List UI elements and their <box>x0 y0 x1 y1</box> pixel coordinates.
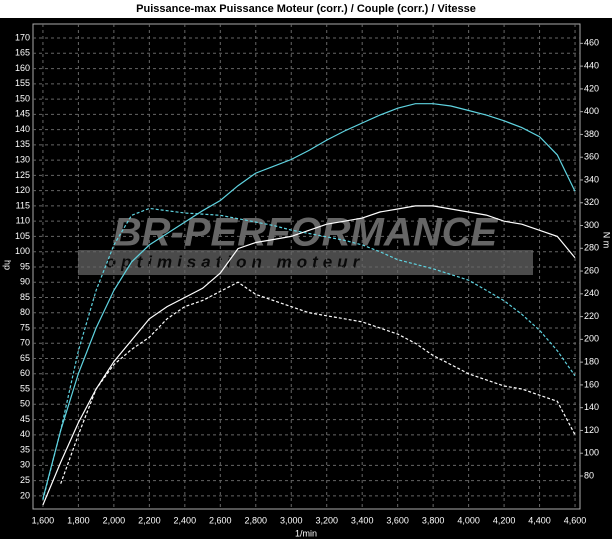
y-tick-label: 135 <box>15 139 30 149</box>
y-axis-label: hp <box>3 260 13 270</box>
x-tick-label: 3,600 <box>386 515 409 525</box>
y-tick-label: 125 <box>15 170 30 180</box>
y-tick-label: 35 <box>20 444 30 454</box>
y-tick-label: 105 <box>15 231 30 241</box>
y-tick-label: 30 <box>20 460 30 470</box>
y-tick-label: 85 <box>20 292 30 302</box>
x-tick-label: 4,000 <box>457 515 480 525</box>
x-tick-label: 3,800 <box>422 515 445 525</box>
y-tick-label: 170 <box>15 32 30 42</box>
y-tick-label: 80 <box>20 307 30 317</box>
x-tick-label: 2,600 <box>209 515 232 525</box>
y2-tick-label: 420 <box>584 83 599 93</box>
x-tick-label: 4,200 <box>493 515 516 525</box>
watermark-band <box>78 250 533 275</box>
y-tick-label: 120 <box>15 185 30 195</box>
y-tick-label: 100 <box>15 246 30 256</box>
x-tick-label: 4,400 <box>528 515 551 525</box>
y-tick-label: 50 <box>20 399 30 409</box>
x-tick-label: 2,200 <box>138 515 161 525</box>
y-tick-label: 155 <box>15 78 30 88</box>
x-tick-label: 1,800 <box>67 515 90 525</box>
x-tick-label: 2,000 <box>103 515 126 525</box>
x-axis-label: 1/min <box>295 528 317 538</box>
series-line <box>42 103 576 499</box>
y2-tick-label: 80 <box>584 470 594 480</box>
watermark: BR-PERFORMANCE optimisation moteur <box>78 211 533 275</box>
x-tick-label: 4,600 <box>564 515 587 525</box>
y2-tick-label: 400 <box>584 106 599 116</box>
y2-tick-label: 320 <box>584 197 599 207</box>
y-tick-label: 130 <box>15 155 30 165</box>
y-tick-label: 45 <box>20 414 30 424</box>
y2-tick-label: 180 <box>584 357 599 367</box>
x-tick-label: 2,800 <box>245 515 268 525</box>
y2-tick-label: 260 <box>584 265 599 275</box>
chart-title: Puissance-max Puissance Moteur (corr.) /… <box>136 3 476 15</box>
y-tick-label: 25 <box>20 475 30 485</box>
x-tick-label: 2,400 <box>174 515 197 525</box>
y-tick-label: 60 <box>20 368 30 378</box>
y2-tick-label: 280 <box>584 243 599 253</box>
y2-axis-label: N m <box>602 232 612 249</box>
series-line <box>42 207 576 501</box>
y2-tick-label: 220 <box>584 311 599 321</box>
x-tick-label: 3,000 <box>280 515 303 525</box>
y2-tick-label: 120 <box>584 425 599 435</box>
y2-tick-label: 340 <box>584 174 599 184</box>
y2-tick-label: 460 <box>584 38 599 48</box>
series-line <box>60 281 576 484</box>
y-tick-label: 90 <box>20 277 30 287</box>
y-tick-label: 40 <box>20 429 30 439</box>
y2-tick-label: 160 <box>584 379 599 389</box>
y2-tick-label: 380 <box>584 129 599 139</box>
y2-tick-label: 440 <box>584 60 599 70</box>
title-bar <box>0 0 612 18</box>
y2-tick-label: 100 <box>584 448 599 458</box>
y-tick-label: 55 <box>20 383 30 393</box>
y2-tick-label: 140 <box>584 402 599 412</box>
y2-tick-label: 360 <box>584 152 599 162</box>
y2-tick-label: 300 <box>584 220 599 230</box>
y-tick-label: 75 <box>20 322 30 332</box>
x-tick-label: 3,200 <box>315 515 338 525</box>
y-tick-label: 115 <box>16 200 30 210</box>
y-tick-label: 110 <box>16 216 30 226</box>
y-tick-label: 165 <box>15 48 30 58</box>
y-tick-label: 150 <box>15 93 30 103</box>
y-tick-label: 140 <box>15 124 30 134</box>
y-tick-label: 95 <box>20 261 30 271</box>
y-tick-label: 70 <box>20 338 30 348</box>
y2-tick-label: 200 <box>584 334 599 344</box>
y-tick-label: 160 <box>15 63 30 73</box>
x-tick-label: 1,600 <box>32 515 55 525</box>
x-tick-label: 3,400 <box>351 515 374 525</box>
y-tick-label: 20 <box>20 490 30 500</box>
watermark-subtitle: optimisation moteur <box>106 252 364 271</box>
y2-tick-label: 240 <box>584 288 599 298</box>
y-tick-label: 145 <box>15 109 30 119</box>
series-line <box>42 205 576 506</box>
y-tick-label: 65 <box>20 353 30 363</box>
